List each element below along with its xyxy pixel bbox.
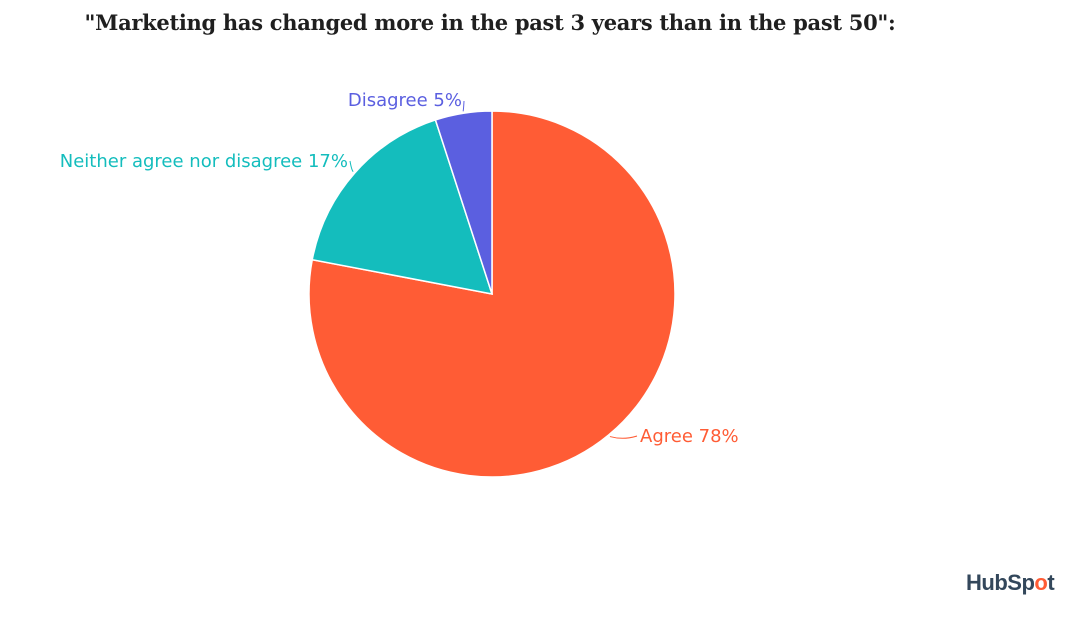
leader-line xyxy=(349,160,354,173)
leader-line xyxy=(609,435,638,439)
chart-title: "Marketing has changed more in the past … xyxy=(84,10,896,35)
hubspot-logo: HubSpot xyxy=(966,570,1055,595)
slice-label: Disagree 5% xyxy=(348,90,462,111)
slice-label: Neither agree nor disagree 17% xyxy=(60,151,348,172)
pie-slice-agree xyxy=(308,110,676,478)
pie-slice-neither-agree-nor-disagree xyxy=(311,119,494,295)
slice-label: Agree 78% xyxy=(640,426,739,447)
pie-slice-disagree xyxy=(434,110,493,295)
leader-line xyxy=(462,100,465,112)
